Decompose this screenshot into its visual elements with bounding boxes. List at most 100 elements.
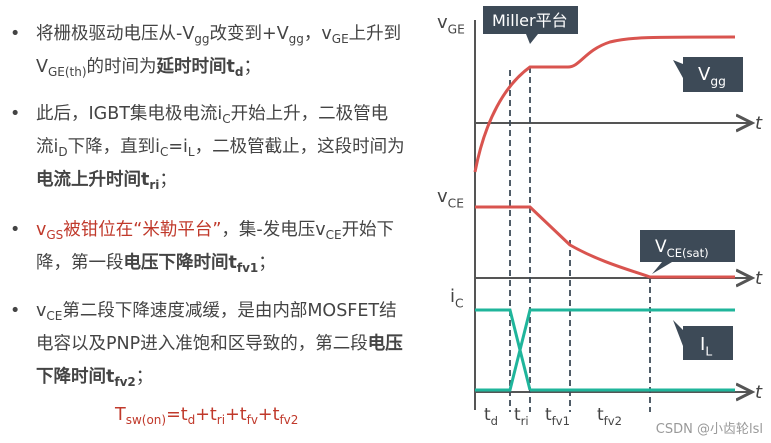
text-run: 电流上升时间t [36, 170, 150, 190]
text-run: 第二段下降速度减缓，是由内部MOSFET结电容以及PNP进入准饱和区导致的，第二… [36, 301, 397, 354]
text-run: =i [168, 137, 188, 157]
text-run: d [187, 413, 196, 427]
text-run: L [705, 344, 712, 358]
text-run: +t [195, 405, 217, 425]
text-run: fv1 [236, 261, 259, 275]
text-run: 此后，IGBT集电极电流i [36, 104, 223, 124]
bullet: • vGS被钳位在“米勒平台”，集-发电压vCE开始下降，第一段电压下降时间tfv… [10, 220, 395, 275]
text-run: ，集-发电压v [221, 220, 326, 240]
text-run: ，二极管截止，这段时间为 [194, 137, 405, 157]
text-run: GE [331, 32, 349, 46]
text-run: Miller平台 [492, 11, 568, 30]
text-run: v [36, 301, 47, 321]
bullet: • 此后，IGBT集电极电流iC开始上升，二极管电流iD下降，直到iC=iL，二极… [10, 104, 405, 192]
ic-label: iC [450, 286, 464, 310]
text-run: t [545, 405, 552, 425]
text-run: i [450, 286, 455, 307]
text-run: t [755, 113, 763, 134]
miller-label: Miller平台 [492, 11, 568, 30]
bullet: • vCE第二段下降速度减缓，是由内部MOSFET结电容以及PNP进入准饱和区导致… [10, 301, 403, 389]
text-run: 延时时间t [156, 57, 235, 77]
vce-label: vCE [437, 186, 464, 210]
text-run: d [234, 65, 244, 79]
text-run: v [437, 186, 448, 207]
text-run: 电压下降时间t [123, 253, 237, 273]
text-run: 被钳位在“米勒平台” [63, 220, 222, 240]
tfv2-label: tfv2 [597, 405, 622, 428]
text-run: ； [243, 57, 262, 77]
text-run: GE [448, 22, 465, 36]
text-run: CE [46, 309, 63, 323]
callouts [483, 6, 743, 360]
text-run: ； [258, 253, 276, 273]
text-run: t [597, 405, 604, 425]
text-run: fv2 [114, 375, 136, 389]
text-run: CE [325, 228, 342, 242]
text-run: 电压下降时间t [36, 334, 403, 387]
diode-current [475, 308, 532, 391]
text-run: ； [135, 367, 154, 387]
text-run: fv2 [604, 414, 622, 428]
text-run: t [755, 268, 763, 289]
text-run: ri [149, 178, 160, 192]
text-run: ，v [303, 24, 332, 44]
text-run: gg [710, 74, 726, 88]
t-label: t [755, 268, 763, 289]
text-run: =t [166, 405, 188, 425]
text-run: 开始下降，第一段 [36, 220, 395, 273]
ic-curve [475, 308, 735, 392]
text-run: gg [288, 32, 304, 46]
text-run: d [491, 414, 498, 428]
text-run: V [698, 64, 711, 85]
vge-curve [473, 35, 736, 173]
text-run: v [36, 220, 47, 240]
text-run: ； [159, 170, 177, 190]
text-run: 下降，直到i [67, 137, 160, 157]
text-run: t [755, 382, 763, 403]
time-markers [509, 67, 651, 412]
text-run: C [160, 145, 169, 159]
t-label: t [755, 113, 763, 134]
text-run: ri [521, 414, 529, 428]
text-run: C [222, 112, 231, 126]
vce-sat-label: VCE(sat) [655, 237, 709, 260]
text-run: +t [257, 405, 280, 425]
vce-curve [475, 205, 735, 279]
text-run: GS [46, 228, 64, 242]
text-run: 改变到+V [209, 24, 289, 44]
il-label: IL [700, 334, 712, 358]
text-run: I [700, 334, 705, 355]
text-run: t [514, 405, 521, 425]
vgg-label: Vgg [698, 64, 726, 88]
watermark: CSDN @小齿轮lsl [655, 422, 763, 437]
td-label: td [484, 405, 498, 428]
text-run: +t [225, 405, 247, 425]
text-run: ri [216, 413, 226, 427]
text-run: gg [194, 32, 210, 46]
text-run: 上升到V [36, 24, 402, 77]
text-run: GE(th) [47, 65, 87, 79]
text-run: D [58, 145, 68, 159]
text-run: C [455, 296, 464, 310]
text-run: V [655, 237, 667, 257]
text-run: CE [448, 196, 464, 210]
text-run: t [484, 405, 491, 425]
text-run: v [437, 12, 448, 33]
text-run: T [115, 405, 126, 425]
t-label: t [755, 382, 763, 403]
bullet: • 将栅极驱动电压从-Vgg改变到+Vgg，vGE上升到VGE(th)的时间为延时… [10, 24, 402, 79]
text-run: CE(sat) [667, 246, 709, 260]
text-run: 的时间为 [86, 57, 157, 77]
vge-label: vGE [437, 12, 465, 36]
text-run: fv [246, 413, 258, 427]
text-run: 开始上升，二极管电流i [36, 104, 389, 157]
text-run: fv1 [552, 414, 570, 428]
formula: Tsw(on)=td+tri+tfv+tfv2 [115, 405, 299, 427]
text-run: 将栅极驱动电压从-V [36, 24, 195, 44]
text-run: L [187, 145, 195, 159]
tfv1-label: tfv1 [545, 405, 570, 428]
text-run: sw(on) [125, 413, 167, 427]
text-run: fv2 [279, 413, 299, 427]
